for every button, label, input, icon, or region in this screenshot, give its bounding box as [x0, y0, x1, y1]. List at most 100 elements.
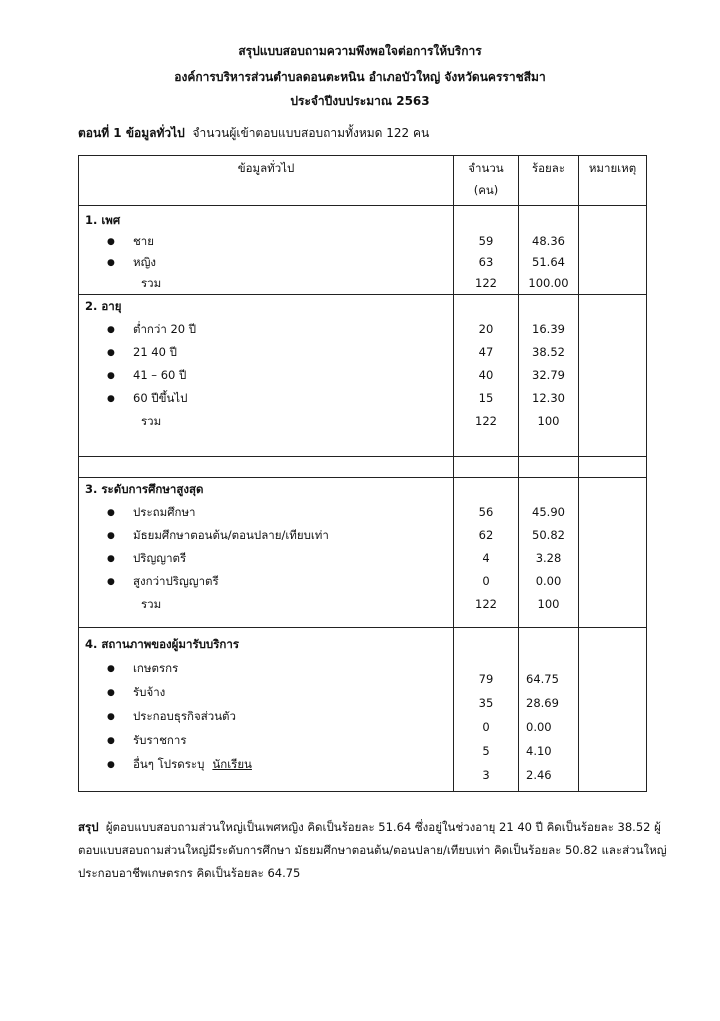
info-cell: 4. สถานภาพของผู้มารับบริการเกษตรกรรับจ้า…: [78, 627, 454, 792]
note-cell: [578, 627, 647, 792]
count-value: 63: [478, 255, 494, 269]
item-label: 41 – 60 ปี: [133, 368, 187, 382]
total-count: 122: [475, 597, 497, 611]
part-text: จำนวนผู้เข้าตอบแบบสอบถามทั้งหมด 122 คน: [192, 126, 430, 140]
percent-cell: 64.75 28.69 0.00 4.10 2.46: [518, 627, 579, 792]
note-cell: [578, 294, 647, 457]
percent-value: 0.00: [526, 720, 552, 734]
section-heading: 4. สถานภาพของผู้มารับบริการ: [85, 637, 240, 651]
percent-value: 51.64: [532, 255, 565, 269]
list-item: ต่ำกว่า 20 ปี: [79, 318, 453, 341]
note-cell: [578, 477, 647, 628]
count-value: 0: [482, 574, 490, 588]
percent-cell: 48.36 51.64 100.00: [518, 205, 579, 295]
header-percent: ร้อยละ: [518, 155, 579, 206]
count-value: 59: [478, 234, 494, 248]
summary-text: ผู้ตอบแบบสอบถามส่วนใหญ่เป็นเพศหญิง คิดเป…: [78, 820, 667, 880]
total-percent: 100.00: [528, 276, 569, 290]
percent-value: 3.28: [535, 551, 562, 565]
item-label: รับจ้าง: [133, 685, 166, 699]
count-value: 4: [482, 551, 490, 565]
percent-value: 50.82: [532, 528, 565, 542]
item-label: รับราชการ: [133, 733, 187, 747]
list-item: ประกอบธุรกิจส่วนตัว: [79, 704, 453, 728]
count-value: 40: [478, 368, 494, 382]
list-item: ประถมศึกษา: [79, 501, 453, 524]
section-row: 4. สถานภาพของผู้มารับบริการเกษตรกรรับจ้า…: [78, 627, 647, 792]
list-item: มัธยมศึกษาตอนต้น/ตอนปลาย/เทียบเท่า: [79, 524, 453, 547]
list-item: รับราชการ: [79, 728, 453, 752]
section-heading: 3. ระดับการศึกษาสูงสุด: [85, 482, 204, 496]
item-label: มัธยมศึกษาตอนต้น/ตอนปลาย/เทียบเท่า: [133, 528, 329, 542]
info-cell: 3. ระดับการศึกษาสูงสุดประถมศึกษามัธยมศึก…: [78, 477, 454, 628]
part-heading: ตอนที่ 1 ข้อมูลทั่วไป จำนวนผู้เข้าตอบแบบ…: [78, 124, 429, 143]
section-row: 2. อายุต่ำกว่า 20 ปี 21 40 ปี 41 – 60 ปี 60…: [78, 294, 647, 457]
item-label: เกษตรกร: [133, 661, 179, 675]
section-row: 3. ระดับการศึกษาสูงสุดประถมศึกษามัธยมศึก…: [78, 477, 647, 628]
count-value: 20: [478, 322, 494, 336]
percent-value: 16.39: [532, 322, 565, 336]
count-value: 5: [482, 744, 490, 758]
total-count: 122: [475, 276, 497, 290]
summary-paragraph: สรุป ผู้ตอบแบบสอบถามส่วนใหญ่เป็นเพศหญิง …: [78, 816, 668, 885]
table-header-row: ข้อมูลทั่วไป จำนวน (คน) ร้อยละ หมายเหตุ: [78, 155, 647, 206]
item-label: หญิง: [133, 255, 156, 269]
item-label: อื่นๆ โปรดระบุ: [133, 757, 205, 771]
title-line-1: สรุปแบบสอบถามความพึงพอใจต่อการให้บริการ: [238, 44, 482, 58]
percent-value: 32.79: [532, 368, 565, 382]
item-label: 60 ปีขึ้นไป: [133, 391, 188, 405]
total-label: รวม: [141, 414, 162, 428]
item-label: 21 40 ปี: [133, 345, 177, 359]
total-count: 122: [475, 414, 497, 428]
info-cell: 2. อายุต่ำกว่า 20 ปี 21 40 ปี 41 – 60 ปี 60…: [78, 294, 454, 457]
section-heading: 2. อายุ: [85, 299, 122, 313]
item-label: ต่ำกว่า 20 ปี: [133, 322, 197, 336]
percent-cell: 45.90 50.82 3.28 0.00 100: [518, 477, 579, 628]
empty-cell: [453, 456, 519, 478]
empty-cell: [578, 456, 647, 478]
total-label: รวม: [141, 276, 162, 290]
percent-value: 45.90: [532, 505, 565, 519]
list-item: ปริญญาตรี: [79, 547, 453, 570]
percent-value: 12.30: [532, 391, 565, 405]
list-item: 41 – 60 ปี: [79, 364, 453, 387]
part-label: ตอนที่ 1 ข้อมูลทั่วไป: [78, 126, 185, 140]
list-item: หญิง: [79, 252, 453, 273]
percent-value: 4.10: [526, 744, 552, 758]
summary-label: สรุป: [78, 820, 99, 834]
percent-cell: 16.39 38.52 32.79 12.30 100: [518, 294, 579, 457]
total-label: รวม: [141, 597, 162, 611]
item-label: ประกอบธุรกิจส่วนตัว: [133, 709, 236, 723]
list-item: ชาย: [79, 231, 453, 252]
empty-cell: [518, 456, 579, 478]
count-value: 47: [478, 345, 494, 359]
item-label: สูงกว่าปริญญาตรี: [133, 574, 219, 588]
percent-value: 28.69: [526, 696, 559, 710]
list-item: อื่นๆ โปรดระบุ นักเรียน: [79, 752, 453, 776]
general-info-table: ข้อมูลทั่วไป จำนวน (คน) ร้อยละ หมายเหตุ 1…: [78, 155, 647, 792]
item-label: ชาย: [133, 234, 155, 248]
note-cell: [578, 205, 647, 295]
count-cell: 20 47 40 15 122: [453, 294, 519, 457]
count-cell: 59 63 122: [453, 205, 519, 295]
count-value: 3: [482, 768, 490, 782]
list-item: 60 ปีขึ้นไป: [79, 387, 453, 410]
percent-value: 0.00: [535, 574, 562, 588]
percent-value: 38.52: [532, 345, 565, 359]
list-item: สูงกว่าปริญญาตรี: [79, 570, 453, 593]
list-item: เกษตรกร: [79, 656, 453, 680]
item-label: ประถมศึกษา: [133, 505, 196, 519]
item-label: ปริญญาตรี: [133, 551, 187, 565]
section-heading: 1. เพศ: [85, 213, 121, 227]
count-value: 62: [478, 528, 494, 542]
count-cell: 56 62 4 0 122: [453, 477, 519, 628]
count-value: 15: [478, 391, 494, 405]
item-extra: นักเรียน: [212, 757, 252, 771]
percent-value: 48.36: [532, 234, 565, 248]
percent-value: 64.75: [526, 672, 559, 686]
count-value: 35: [478, 696, 494, 710]
list-item: 21 40 ปี: [79, 341, 453, 364]
